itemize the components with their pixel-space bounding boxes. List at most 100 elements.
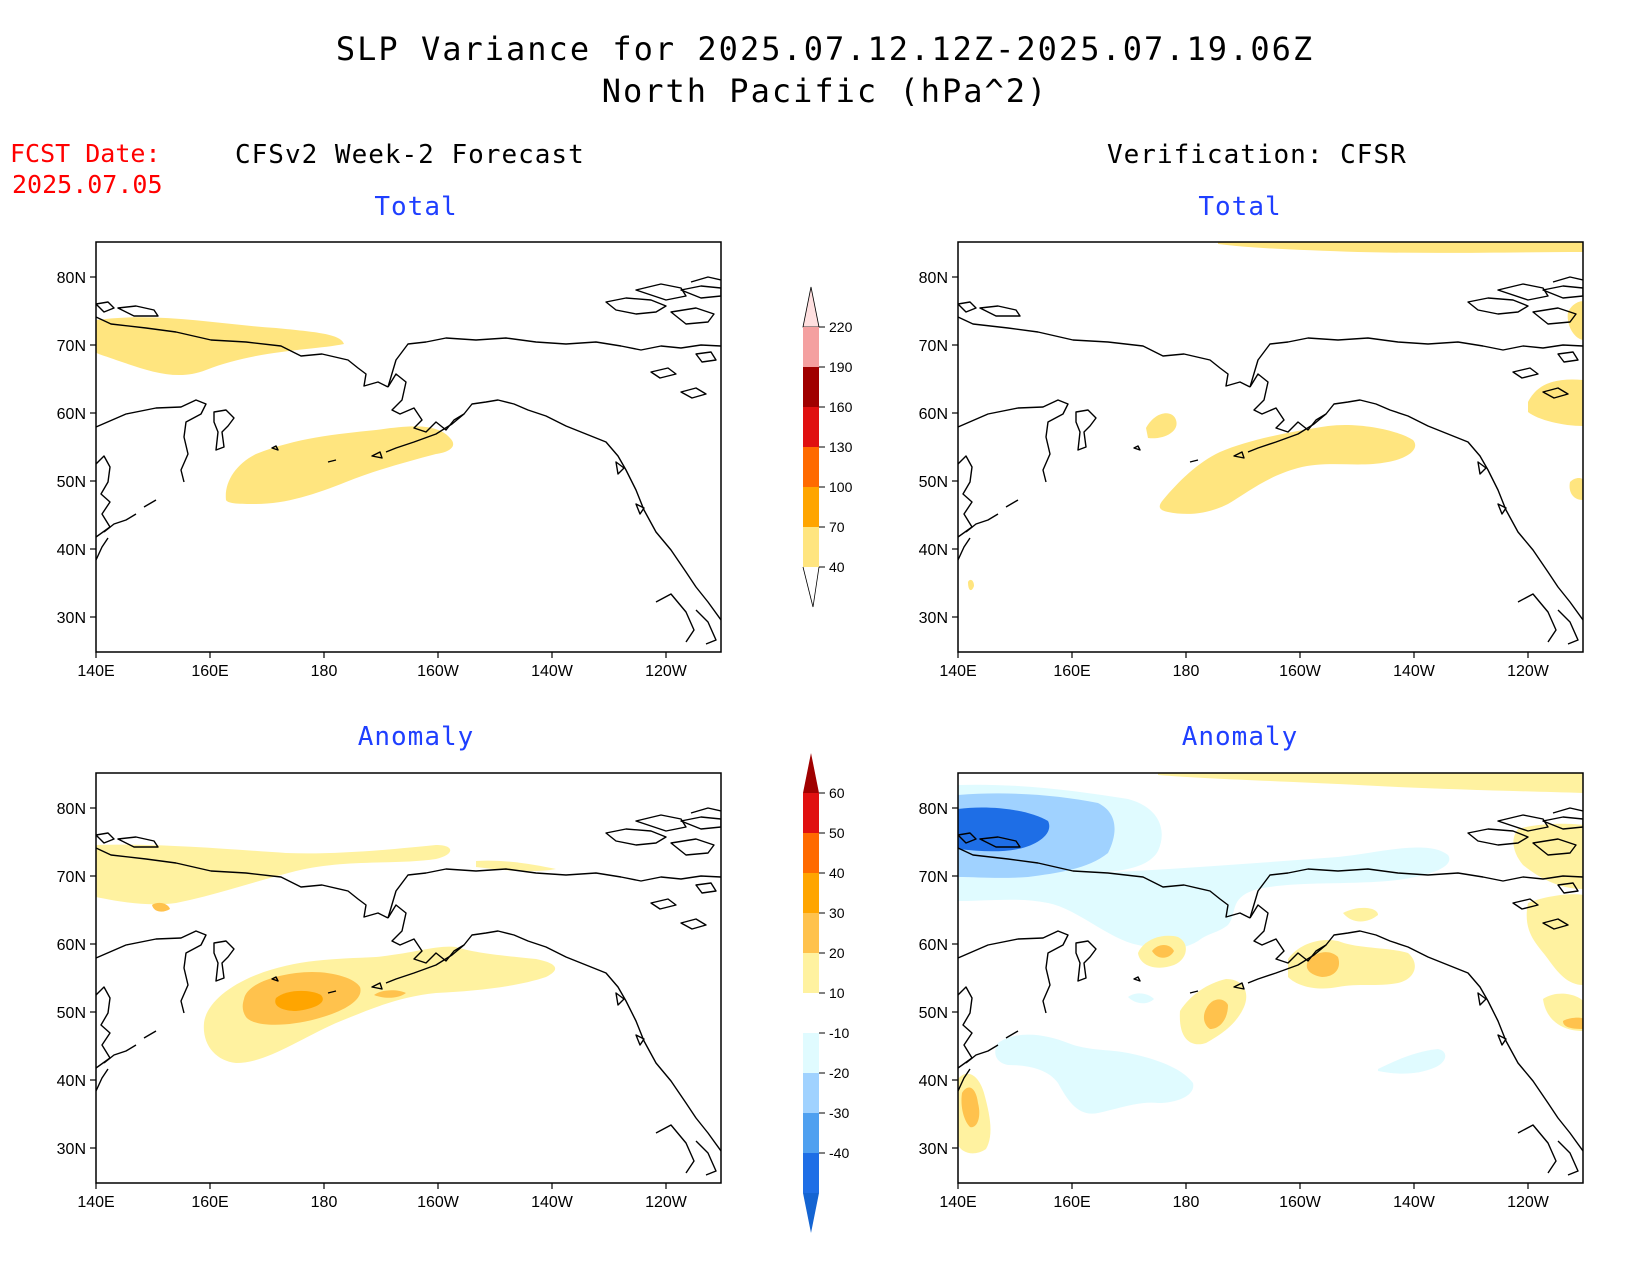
colorbar-segment — [803, 1153, 819, 1193]
contour-fill-30 — [275, 990, 323, 1011]
map-verification-anomaly — [957, 772, 1584, 1184]
contour-fill-neg10 — [1378, 1049, 1446, 1074]
lon-tick-label: 140W — [1393, 663, 1436, 680]
contour-fill-40 — [1528, 379, 1583, 426]
colorbar-segment — [803, 527, 819, 567]
column-title-forecast: CFSv2 Week-2 Forecast — [235, 140, 585, 170]
map-frame — [957, 772, 1584, 1184]
contour-fill-neg10 — [995, 1034, 1194, 1114]
colorbar-segment — [803, 407, 819, 447]
lat-tick-label: 80N — [919, 801, 948, 818]
fcst-date-label: FCST Date: — [10, 139, 161, 168]
map-frame — [95, 772, 722, 1184]
lat-tick-label: 60N — [919, 406, 948, 423]
contour-fill-40 — [1159, 424, 1416, 514]
lon-tick-label: 140E — [939, 1194, 976, 1211]
lat-tick-label: 50N — [57, 1005, 86, 1022]
panel-label-verification-total: Total — [1198, 192, 1282, 222]
colorbar-total-label: 160 — [829, 399, 853, 415]
lat-tick-label: 80N — [919, 270, 948, 287]
lon-tick-label: 140W — [1393, 1194, 1436, 1211]
contour-fill-20 — [1306, 952, 1340, 977]
colorbar-total-label: 100 — [829, 479, 853, 495]
colorbar-segment — [803, 833, 819, 873]
figure-title-line1: SLP Variance for 2025.07.12.12Z-2025.07.… — [335, 30, 1315, 68]
colorbar-segment — [803, 1193, 819, 1233]
colorbar-total-label: 70 — [829, 519, 845, 535]
colorbar-anomaly-label: 60 — [829, 785, 845, 801]
contour-fill-10 — [96, 844, 451, 905]
lon-tick-label: 180 — [1173, 663, 1200, 680]
contour-fill-20 — [374, 990, 406, 998]
lat-tick-label: 80N — [57, 270, 86, 287]
lon-tick-label: 140E — [77, 1194, 114, 1211]
lon-tick-label: 120W — [1507, 1194, 1550, 1211]
lat-tick-label: 60N — [919, 937, 948, 954]
panel-label-forecast-anomaly: Anomaly — [357, 722, 475, 752]
colorbar-segment — [803, 1073, 819, 1113]
lat-tick-label: 60N — [57, 406, 86, 423]
figure-title-line2: North Pacific (hPa^2) — [601, 72, 1049, 110]
lat-tick-label: 70N — [919, 338, 948, 355]
colorbar-total-label: 220 — [829, 319, 853, 335]
lon-tick-label: 160W — [1279, 663, 1322, 680]
lon-tick-label: 120W — [645, 663, 688, 680]
column-title-verification: Verification: CFSR — [1107, 140, 1407, 170]
contour-fill-10 — [1343, 907, 1378, 922]
lat-tick-label: 80N — [57, 801, 86, 818]
lon-tick-label: 140E — [77, 663, 114, 680]
colorbar-segment — [802, 286, 820, 328]
colorbar-segment — [803, 953, 819, 993]
lat-tick-label: 30N — [57, 1141, 86, 1158]
contour-fill-20 — [152, 902, 170, 912]
lon-tick-label: 180 — [311, 663, 338, 680]
colorbar-segment — [803, 367, 819, 407]
contour-fill-40 — [225, 426, 454, 504]
lon-tick-label: 160E — [1053, 1194, 1090, 1211]
lon-tick-label: 160E — [191, 1194, 228, 1211]
lat-tick-label: 70N — [919, 869, 948, 886]
lat-tick-label: 40N — [57, 1073, 86, 1090]
colorbar-anomaly-label: -10 — [829, 1025, 849, 1041]
panel-label-forecast-total: Total — [374, 192, 458, 222]
colorbar-anomaly-label: 50 — [829, 825, 845, 841]
lon-tick-label: 140W — [531, 1194, 574, 1211]
contour-fill-40 — [968, 579, 974, 591]
colorbar-segment — [803, 487, 819, 527]
contour-fill-40 — [1146, 413, 1177, 439]
lon-tick-label: 160W — [417, 663, 460, 680]
map-verification-total — [957, 241, 1584, 653]
map-frame — [957, 241, 1584, 653]
map-forecast-total — [95, 241, 722, 653]
contour-fill-20 — [1563, 1017, 1583, 1029]
lon-tick-label: 160E — [1053, 663, 1090, 680]
colorbar-anomaly: 60 50 40 30 20 10 -10 -20 -30 -40 — [803, 753, 849, 1233]
colorbar-total-label: 130 — [829, 439, 853, 455]
colorbar-anomaly-label: 30 — [829, 905, 845, 921]
contour-fill-40 — [96, 317, 344, 376]
colorbar-segment — [803, 327, 819, 367]
panel-label-verification-anomaly: Anomaly — [1181, 722, 1299, 752]
contour-fill-40 — [1218, 242, 1583, 253]
colorbar-total-label: 40 — [829, 559, 845, 575]
lat-tick-label: 30N — [919, 610, 948, 627]
contour-fill-40 — [1567, 301, 1583, 340]
colorbar-segment — [803, 793, 819, 833]
colorbar-segment — [803, 1113, 819, 1153]
map-forecast-anomaly — [95, 772, 722, 1184]
lon-tick-label: 120W — [1507, 663, 1550, 680]
colorbar-segment — [803, 873, 819, 913]
lon-tick-label: 160W — [417, 1194, 460, 1211]
lat-tick-label: 40N — [919, 542, 948, 559]
lat-tick-label: 50N — [919, 474, 948, 491]
lat-tick-label: 50N — [57, 474, 86, 491]
contour-fill-20 — [961, 1087, 980, 1128]
colorbar-anomaly-label: 40 — [829, 865, 845, 881]
contour-fill-neg30 — [958, 807, 1050, 852]
lat-tick-label: 30N — [57, 610, 86, 627]
lat-tick-label: 40N — [919, 1073, 948, 1090]
lat-tick-label: 50N — [919, 1005, 948, 1022]
contour-fill-10 — [476, 860, 556, 872]
colorbar-anomaly-label: -30 — [829, 1105, 849, 1121]
